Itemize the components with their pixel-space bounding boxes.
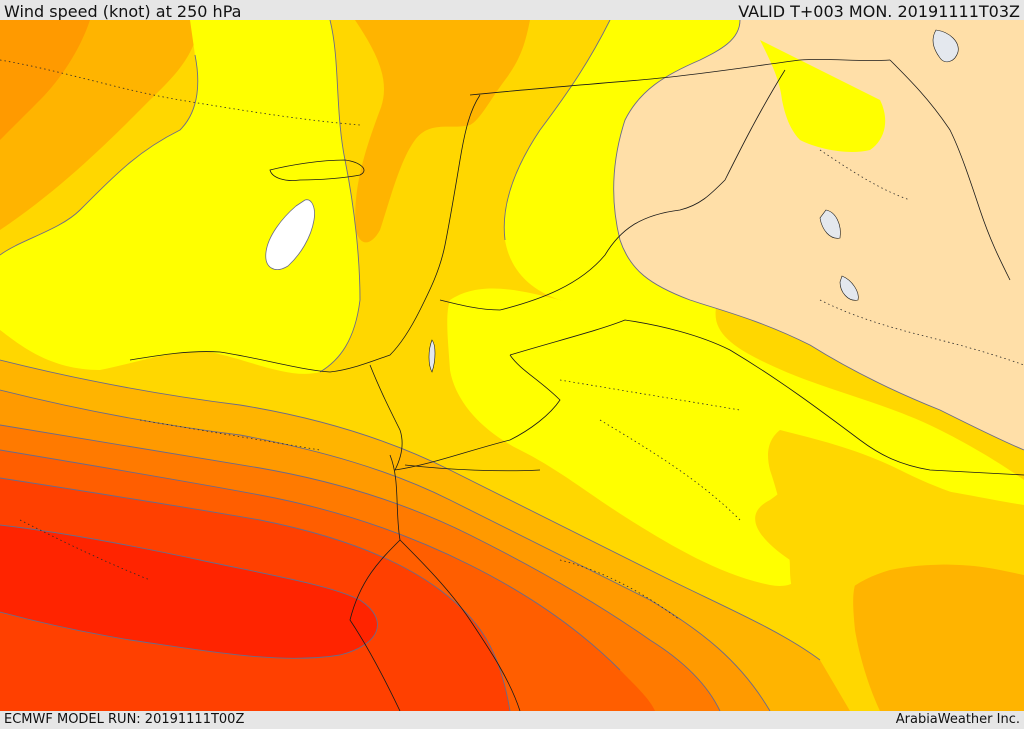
admin-boundaries xyxy=(0,59,1024,621)
model-run: ECMWF MODEL RUN: 20191111T00Z xyxy=(4,712,245,727)
political-borders xyxy=(369,69,1024,476)
lake-tharthar xyxy=(819,209,841,239)
lake-sea-of-galilee xyxy=(428,339,436,373)
band-yellow-west xyxy=(0,20,360,374)
valid-time: VALID T+003 MON. 20191111T03Z xyxy=(738,2,1020,21)
band-yellow-central xyxy=(447,288,801,586)
band-peach-ne xyxy=(613,20,1024,450)
credit: ArabiaWeather Inc. xyxy=(895,712,1020,727)
map-footer: ECMWF MODEL RUN: 20191111T00Z ArabiaWeat… xyxy=(0,711,1024,729)
lake-urmia xyxy=(932,29,959,63)
band-gold-se xyxy=(768,430,1024,630)
wind-speed-map xyxy=(0,20,1024,711)
isotach-contours xyxy=(0,20,1024,711)
band-yellow-ne-lobe xyxy=(760,40,886,152)
band-orange-nw xyxy=(0,20,90,140)
lake-habbaniyah xyxy=(839,275,859,301)
band-amber-tongue xyxy=(355,20,530,243)
band-amber-se xyxy=(853,564,1024,711)
coastlines xyxy=(129,59,1011,711)
band-red-core xyxy=(0,525,378,659)
map-title: Wind speed (knot) at 250 hPa xyxy=(4,2,242,21)
map-header: Wind speed (knot) at 250 hPa VALID T+003… xyxy=(0,0,1024,21)
band-white-core xyxy=(265,199,315,270)
